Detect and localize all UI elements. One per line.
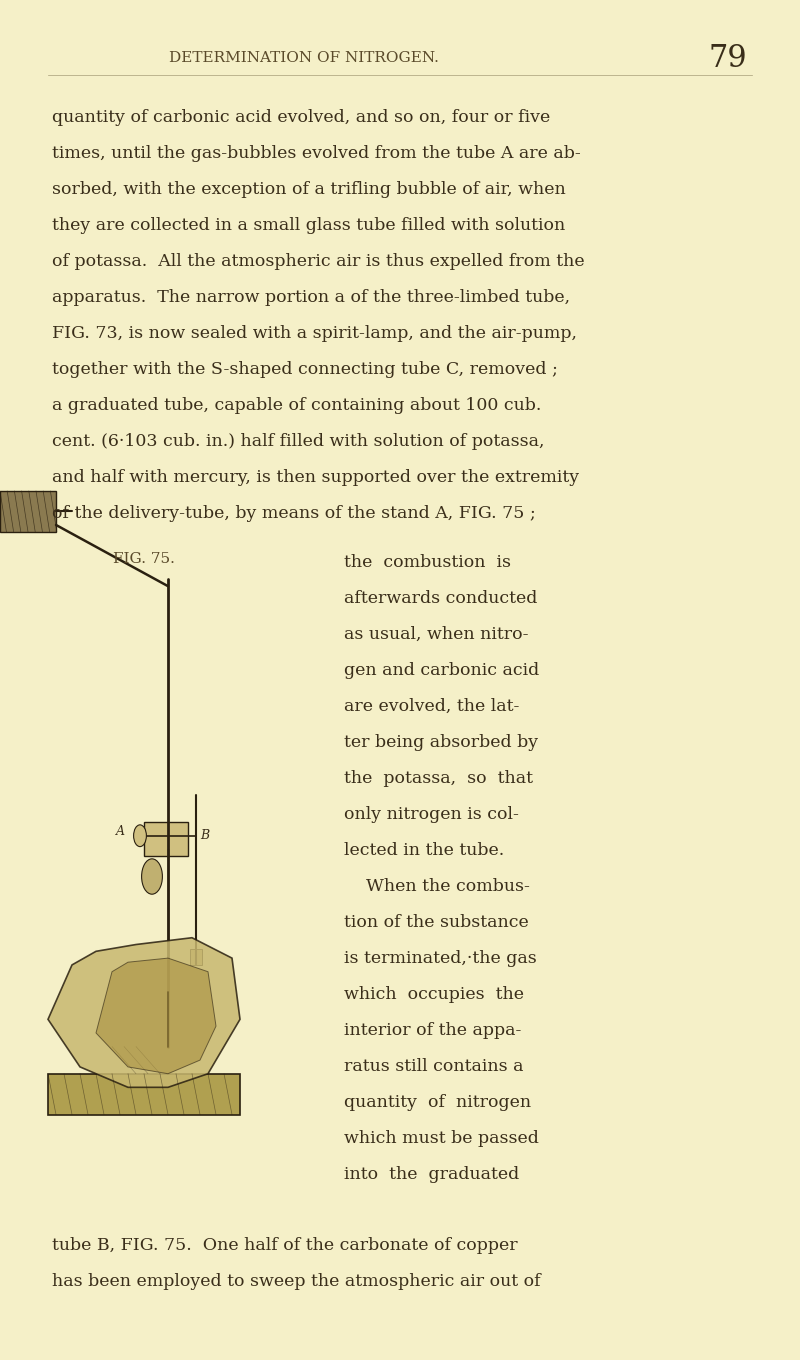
Polygon shape	[48, 937, 240, 1087]
Text: ratus still contains a: ratus still contains a	[344, 1058, 523, 1074]
Text: together with the S-shaped connecting tube C, removed ;: together with the S-shaped connecting tu…	[52, 360, 558, 378]
Text: interior of the appa-: interior of the appa-	[344, 1021, 522, 1039]
Text: the  potassa,  so  that: the potassa, so that	[344, 770, 533, 786]
Text: FIG. 75.: FIG. 75.	[113, 552, 175, 566]
Text: into  the  graduated: into the graduated	[344, 1166, 519, 1183]
Text: and half with mercury, is then supported over the extremity: and half with mercury, is then supported…	[52, 469, 579, 486]
Text: only nitrogen is col-: only nitrogen is col-	[344, 805, 519, 823]
Text: cent. (6·103 cub. in.) half filled with solution of potassa,: cent. (6·103 cub. in.) half filled with …	[52, 432, 545, 450]
Text: sorbed, with the exception of a trifling bubble of air, when: sorbed, with the exception of a trifling…	[52, 181, 566, 199]
Text: they are collected in a small glass tube filled with solution: they are collected in a small glass tube…	[52, 218, 566, 234]
Text: tion of the substance: tion of the substance	[344, 914, 529, 930]
Text: has been employed to sweep the atmospheric air out of: has been employed to sweep the atmospher…	[52, 1273, 541, 1289]
Circle shape	[142, 858, 162, 894]
Text: which must be passed: which must be passed	[344, 1130, 539, 1146]
Text: the  combustion  is: the combustion is	[344, 554, 511, 570]
Text: which  occupies  the: which occupies the	[344, 986, 524, 1002]
Bar	[48, 1073, 240, 1114]
Polygon shape	[96, 957, 216, 1073]
Text: ter being absorbed by: ter being absorbed by	[344, 733, 538, 751]
Text: B: B	[200, 830, 209, 842]
Text: quantity of carbonic acid evolved, and so on, four or five: quantity of carbonic acid evolved, and s…	[52, 109, 550, 126]
Text: lected in the tube.: lected in the tube.	[344, 842, 504, 858]
Text: afterwards conducted: afterwards conducted	[344, 589, 538, 607]
Text: DETERMINATION OF NITROGEN.: DETERMINATION OF NITROGEN.	[169, 52, 439, 65]
Text: a graduated tube, capable of containing about 100 cub.: a graduated tube, capable of containing …	[52, 397, 542, 413]
Text: quantity  of  nitrogen: quantity of nitrogen	[344, 1093, 531, 1111]
Text: of potassa.  All the atmospheric air is thus expelled from the: of potassa. All the atmospheric air is t…	[52, 253, 585, 269]
Text: of the delivery-tube, by means of the stand A, FIG. 75 ;: of the delivery-tube, by means of the st…	[52, 505, 536, 522]
Bar	[190, 948, 202, 964]
Text: is terminated,·the gas: is terminated,·the gas	[344, 949, 537, 967]
Text: as usual, when nitro-: as usual, when nitro-	[344, 626, 529, 642]
Text: times, until the gas-bubbles evolved from the tube A are ab-: times, until the gas-bubbles evolved fro…	[52, 144, 581, 162]
Bar	[0, 491, 56, 532]
Circle shape	[134, 824, 146, 846]
Text: are evolved, the lat-: are evolved, the lat-	[344, 698, 519, 714]
Text: 79: 79	[709, 44, 747, 73]
Text: A: A	[116, 826, 125, 838]
Text: apparatus.  The narrow portion a of the three-limbed tube,: apparatus. The narrow portion a of the t…	[52, 288, 570, 306]
Text: When the combus-: When the combus-	[344, 879, 530, 895]
Text: tube B, FIG. 75.  One half of the carbonate of copper: tube B, FIG. 75. One half of the carbona…	[52, 1236, 518, 1254]
Text: gen and carbonic acid: gen and carbonic acid	[344, 661, 539, 679]
Bar	[144, 821, 188, 855]
Text: FIG. 73, is now sealed with a spirit-lamp, and the air-pump,: FIG. 73, is now sealed with a spirit-lam…	[52, 325, 577, 341]
